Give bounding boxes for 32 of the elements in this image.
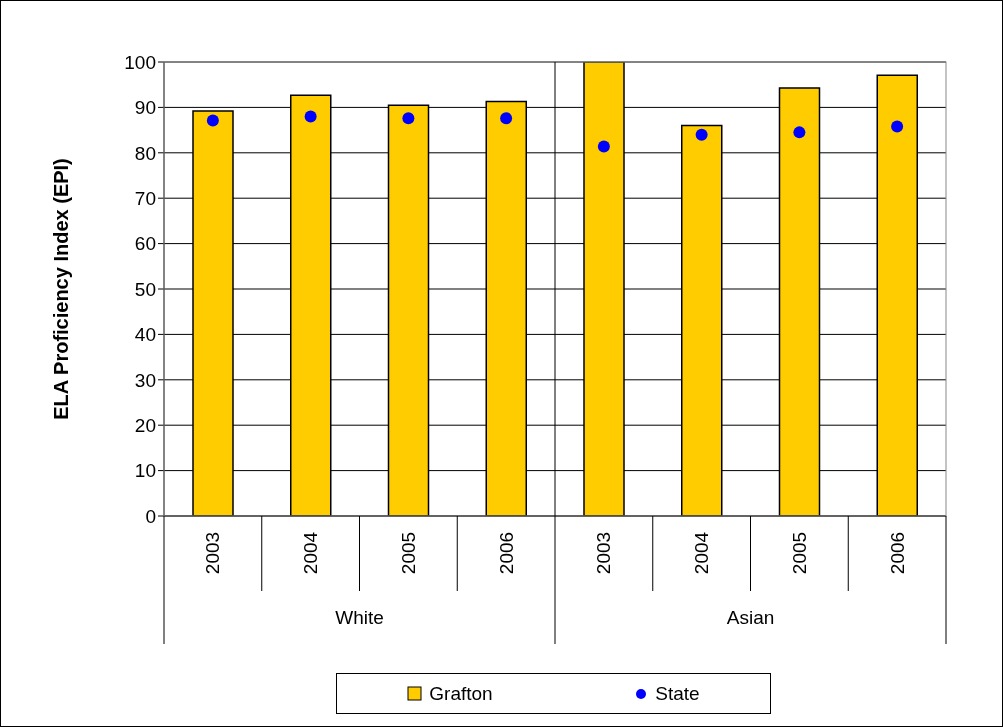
text: White bbox=[335, 607, 384, 628]
x-tick-label: 2006 bbox=[495, 531, 517, 575]
point bbox=[793, 126, 806, 139]
y-tick-label: 100 bbox=[124, 51, 156, 73]
text: Asian bbox=[726, 607, 775, 628]
x-tick-label: 2005 bbox=[397, 531, 419, 575]
y-tick-label: 10 bbox=[134, 460, 156, 482]
y-tick-label: 0 bbox=[145, 505, 156, 527]
y-tick-label: 80 bbox=[134, 142, 156, 164]
point bbox=[695, 128, 708, 141]
point bbox=[500, 112, 513, 125]
y-axis-title: ELA Proficiency Index (EPI) bbox=[50, 158, 73, 420]
point bbox=[891, 120, 904, 133]
y-tick-label: 70 bbox=[134, 187, 156, 209]
y-tick-label: 90 bbox=[134, 97, 156, 119]
legend-label: Grafton bbox=[428, 682, 493, 705]
y-tick-label: 60 bbox=[134, 233, 156, 255]
point bbox=[597, 140, 610, 153]
y-tick-label: 20 bbox=[134, 414, 156, 436]
x-tick-label: 2003 bbox=[202, 531, 224, 575]
x-tick-label: 2004 bbox=[691, 531, 713, 575]
x-tick-label: 2004 bbox=[300, 531, 322, 575]
y-tick-label: 40 bbox=[134, 324, 156, 346]
point bbox=[206, 114, 219, 127]
legend-label: State bbox=[654, 682, 700, 705]
x-tick-label: 2003 bbox=[593, 531, 615, 575]
point bbox=[402, 112, 415, 125]
y-tick-label: 50 bbox=[134, 278, 156, 300]
point bbox=[304, 110, 317, 123]
y-tick-label: 30 bbox=[134, 369, 156, 391]
x-tick-label: 2006 bbox=[886, 531, 908, 575]
x-tick-label: 2005 bbox=[788, 531, 810, 575]
